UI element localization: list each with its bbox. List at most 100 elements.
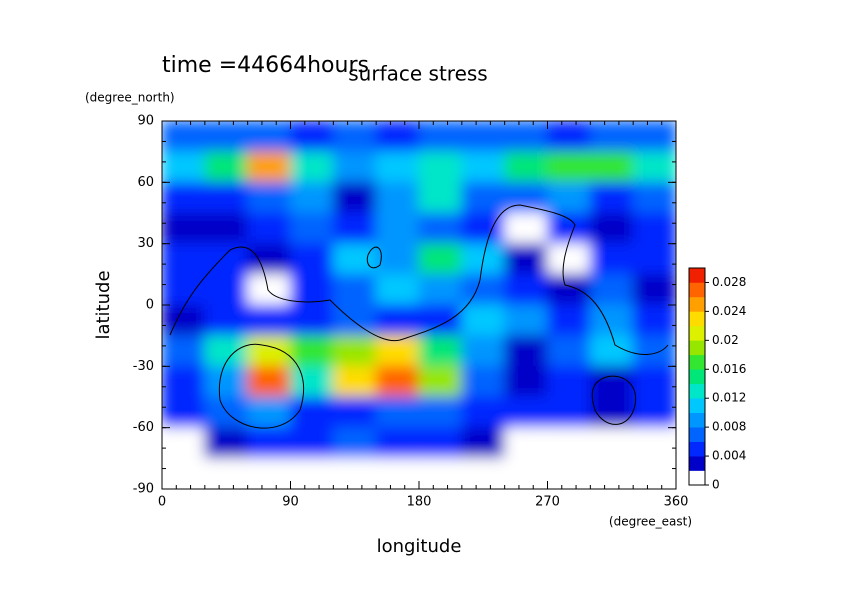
colorbar-swatch <box>689 470 705 486</box>
contour-cell <box>418 212 463 245</box>
contour-cell <box>418 121 463 153</box>
contour-cell <box>162 181 206 214</box>
contour-cell <box>375 151 420 183</box>
contour-cell <box>589 121 634 153</box>
x-tick-label: 270 <box>535 495 560 510</box>
contour-cell <box>504 427 548 459</box>
contour-cell <box>547 243 591 275</box>
contour-cell <box>632 212 676 245</box>
contour-cell <box>247 427 291 459</box>
colorbar-swatch <box>689 412 705 428</box>
contour-cell <box>204 212 249 245</box>
contour-cell <box>162 457 206 489</box>
contour-cell <box>162 212 206 245</box>
colorbar-tick-label: 0.028 <box>712 275 746 289</box>
contour-cell <box>332 335 377 367</box>
contour-cell <box>504 304 548 337</box>
contour-cell <box>504 212 548 245</box>
contour-cell <box>375 396 420 429</box>
contour-cell <box>547 396 591 429</box>
contour-cell <box>290 181 334 214</box>
contour-cell <box>162 365 206 398</box>
contour-cell <box>632 243 676 275</box>
colorbar-tick-label: 0.016 <box>712 362 746 376</box>
contour-cell <box>547 181 591 214</box>
y-tick-label: 0 <box>146 298 154 313</box>
x-tick-label: 360 <box>664 495 689 510</box>
contour-cell <box>461 151 506 183</box>
contour-cell <box>589 457 634 489</box>
x-tick-label: 90 <box>282 495 299 510</box>
contour-cell <box>418 273 463 306</box>
contour-cell <box>461 427 506 459</box>
colorbar-swatch <box>689 311 705 327</box>
colorbar-swatch <box>689 325 705 341</box>
contour-cell <box>332 427 377 459</box>
colorbar-tick-label: 0.008 <box>712 420 746 434</box>
contour-cell <box>461 181 506 214</box>
contour-cell <box>204 273 249 306</box>
contour-cell <box>332 212 377 245</box>
colorbar-swatch <box>689 441 705 457</box>
contour-cell <box>204 304 249 337</box>
contour-cell <box>589 212 634 245</box>
colorbar-tick-label: 0.012 <box>712 391 746 405</box>
contour-cell <box>547 273 591 306</box>
contour-cell <box>461 304 506 337</box>
contour-cell <box>290 427 334 459</box>
contour-cell <box>247 243 291 275</box>
contour-cell <box>589 181 634 214</box>
contour-cell <box>247 181 291 214</box>
contour-cell <box>375 273 420 306</box>
coastlines <box>169 204 669 429</box>
contour-cell <box>290 304 334 337</box>
contour-cell <box>375 212 420 245</box>
contour-cell <box>632 335 676 367</box>
contour-cell <box>332 243 377 275</box>
contour-cell <box>547 121 591 153</box>
y-axis-label: latitude <box>93 270 114 339</box>
contour-cell <box>247 396 291 429</box>
contour-cell <box>632 273 676 306</box>
contour-cell <box>162 335 206 367</box>
contour-cell <box>375 335 420 367</box>
colorbar-tick-label: 0.024 <box>712 304 746 318</box>
contour-cell <box>290 243 334 275</box>
y-tick-label: -60 <box>133 420 154 435</box>
contour-cell <box>632 121 676 153</box>
contour-cell <box>589 273 634 306</box>
contour-cell <box>632 365 676 398</box>
y-tick-label: -30 <box>133 359 154 374</box>
contour-cell <box>375 457 420 489</box>
contour-cell <box>375 243 420 275</box>
y-unit: (degree_north) <box>85 91 175 105</box>
contour-cell <box>332 457 377 489</box>
contour-cell <box>418 181 463 214</box>
contour-cell <box>375 121 420 153</box>
contour-cell <box>632 304 676 337</box>
contour-cell <box>247 273 291 306</box>
contour-cell <box>589 365 634 398</box>
contour-cell <box>247 212 291 245</box>
contour-cell <box>504 457 548 489</box>
contour-cell <box>632 457 676 489</box>
contour-cell <box>504 243 548 275</box>
contour-cell <box>632 396 676 429</box>
contour-cell <box>461 273 506 306</box>
contour-cell <box>547 304 591 337</box>
contour-cell <box>418 365 463 398</box>
contour-cell <box>247 457 291 489</box>
colorbar-tick-label: 0 <box>712 478 720 492</box>
contour-cell <box>632 151 676 183</box>
contour-cell <box>290 212 334 245</box>
colorbar-tick-label: 0.004 <box>712 449 746 463</box>
contour-cell <box>589 427 634 459</box>
colorbar-swatch <box>689 268 705 283</box>
x-axis-label: longitude <box>377 536 462 557</box>
colorbar-swatch <box>689 369 705 385</box>
x-unit: (degree_east) <box>609 515 692 529</box>
contour-cell <box>461 121 506 153</box>
contour-cell <box>162 151 206 183</box>
x-tick-label: 180 <box>407 495 432 510</box>
contour-cell <box>589 304 634 337</box>
